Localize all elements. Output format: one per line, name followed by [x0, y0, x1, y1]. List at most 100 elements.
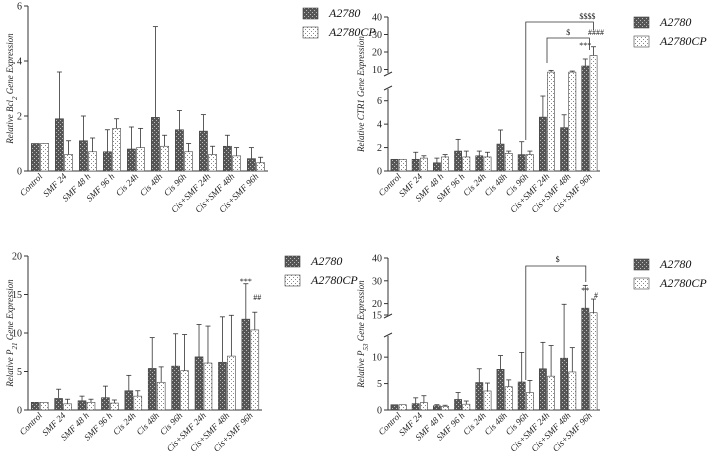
y-tick-label: 2 [17, 112, 22, 123]
comparison-label-1: $ [566, 28, 570, 37]
bar-a2780 [538, 368, 547, 411]
bar-a2780 [30, 401, 40, 411]
bar-a2780 [454, 150, 463, 172]
bar-a2780 [77, 400, 87, 411]
y-axis-label: Relative CTR1 Gene Expression [356, 36, 366, 153]
legend-label: A2780CP [310, 273, 358, 287]
bar-a2780cp [180, 370, 189, 411]
bar-a2780 [124, 390, 134, 411]
x-tick-label: Cis 48h [134, 410, 161, 437]
y-tick-label: 6 [17, 2, 22, 13]
bar-a2780cp [40, 143, 49, 172]
bar-a2780 [560, 357, 569, 411]
bar-a2780cp [462, 156, 471, 172]
bar-a2780cp [64, 154, 73, 172]
bar-a2780cp [250, 329, 260, 411]
bar-a2780cp [112, 128, 121, 172]
bar-a2780cp [441, 156, 450, 172]
legend-swatch [284, 255, 301, 268]
bar-a2780cp [136, 147, 145, 172]
bar-a2780cp [133, 395, 143, 411]
comparison-bracket-1 [546, 37, 590, 63]
bar-a2780 [199, 130, 208, 172]
significance-a2780: *** [240, 277, 252, 286]
bar-a2780 [54, 398, 63, 411]
bar-a2780cp [504, 386, 513, 411]
bar-a2780 [581, 307, 590, 411]
bar-a2780cp [208, 154, 217, 172]
significance-a2780cp: ## [253, 293, 261, 302]
bar-a2780cp [547, 71, 556, 172]
significance-a2780cp: # [594, 291, 598, 300]
y-tick-label: 10 [372, 353, 382, 364]
bar-a2780cp [483, 156, 492, 172]
x-tick-label: Cis 48h [138, 171, 165, 198]
bar-a2780 [411, 158, 420, 172]
bar-a2780 [147, 368, 157, 411]
bar-a2780 [390, 404, 399, 411]
legend-label: A2780 [659, 15, 691, 29]
axis-break-mark [383, 71, 393, 91]
bar-a2780cp [547, 375, 556, 411]
bar-a2780 [79, 140, 88, 172]
legend-swatch [633, 35, 650, 48]
bar-a2780cp [419, 157, 428, 172]
bar-a2780cp [525, 154, 534, 172]
legend-label: A2780 [659, 257, 691, 271]
bar-a2780cp [203, 362, 213, 411]
bar-a2780 [496, 368, 505, 411]
bar-a2780cp [441, 405, 450, 411]
bar-a2780 [103, 151, 112, 172]
significance-a2780: *** [579, 41, 591, 50]
y-tick-label: 30 [372, 30, 382, 41]
legend-label: A2780 [328, 6, 360, 20]
y-tick-label: 5 [377, 379, 382, 390]
bar-a2780cp [227, 355, 236, 411]
y-tick-label: 4 [17, 57, 22, 68]
y-tick-label: 6 [377, 96, 382, 107]
bar-a2780cp [589, 312, 598, 411]
bar-a2780 [31, 143, 40, 172]
legend-swatch [284, 274, 301, 287]
y-tick-label: 2 [377, 143, 382, 154]
legend-swatch [302, 26, 319, 39]
significance-a2780cp: #### [588, 28, 604, 37]
y-axis-label: Relative P21 Gene Expression [5, 279, 19, 388]
bar-a2780 [475, 155, 484, 172]
bar-a2780 [247, 158, 256, 172]
bar-a2780 [517, 381, 526, 411]
bar-a2780cp [63, 403, 72, 411]
y-tick-label: 0 [17, 406, 22, 417]
y-tick-label: 20 [372, 48, 382, 59]
bar-a2780 [151, 117, 160, 172]
y-axis-label: Relative P53 Gene Expression [356, 280, 370, 389]
y-tick-label: 10 [372, 65, 382, 76]
legend-label: A2780CP [659, 34, 707, 48]
comparison-bracket [525, 265, 587, 380]
y-tick-label: 0 [377, 167, 382, 178]
y-tick-label: 0 [377, 406, 382, 417]
bar-a2780cp [589, 55, 598, 172]
bar-a2780cp [398, 404, 407, 411]
bar-a2780cp [156, 381, 166, 411]
bar-a2780cp [504, 153, 513, 172]
legend-label: A2780CP [328, 25, 376, 39]
bar-a2780 [432, 162, 441, 172]
legend-swatch [633, 16, 650, 29]
bar-a2780 [517, 154, 526, 172]
bar-a2780 [55, 118, 64, 172]
bar-a2780cp [160, 145, 169, 172]
y-tick-label: 10 [12, 329, 22, 340]
axis-break-mark [383, 313, 393, 338]
y-tick-label: 20 [12, 252, 22, 263]
bar-a2780 [496, 143, 505, 172]
y-axis-label: Relative Bcl2 Gene Expression [5, 33, 19, 145]
bar-a2780 [390, 158, 399, 172]
y-tick-label: 15 [12, 290, 22, 301]
comparison-bracket-2 [525, 21, 594, 140]
bar-a2780cp [39, 401, 49, 411]
bar-a2780cp [462, 403, 471, 411]
